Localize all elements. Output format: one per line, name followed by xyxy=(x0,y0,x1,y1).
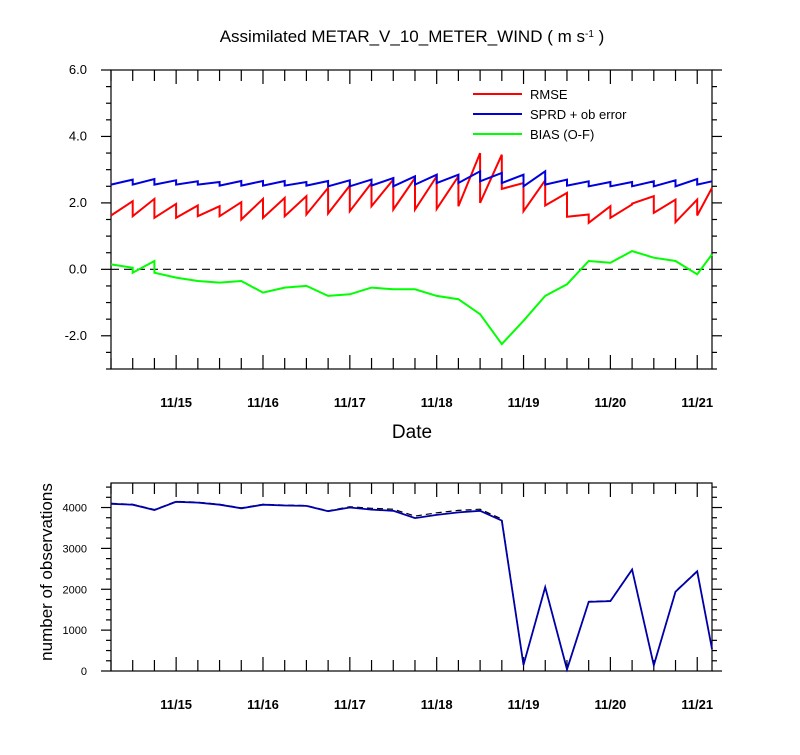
x-tick-label: 11/16 xyxy=(247,395,279,410)
x-tick-label: 11/19 xyxy=(508,697,540,712)
series-line-rmse xyxy=(110,152,713,225)
y-tick-label: 1000 xyxy=(63,625,87,637)
y-tick-label: 4.0 xyxy=(69,128,87,143)
x-tick-label: 11/15 xyxy=(160,395,192,410)
x-tick-label: 11/17 xyxy=(334,395,366,410)
y-tick-label: -2.0 xyxy=(65,328,87,343)
chart-title: Assimilated METAR_V_10_METER_WIND ( m s-… xyxy=(220,27,605,46)
x-tick-label: 11/20 xyxy=(594,395,626,410)
legend: RMSE SPRD + ob error BIAS (O-F) xyxy=(473,87,627,142)
x-axis-label: Date xyxy=(392,422,432,443)
x-tick-label: 11/20 xyxy=(594,697,626,712)
bottom-panel: 11/15 11/16 11/17 11/18 11/19 11/20 11/21 0 1000… xyxy=(37,482,722,712)
x-tick-label: 11/17 xyxy=(334,697,366,712)
y-tick-label: 4000 xyxy=(63,503,87,515)
x-tick-label: 11/21 xyxy=(681,697,713,712)
x-tick-label: 11/16 xyxy=(247,697,279,712)
y-tick-label: 2.0 xyxy=(69,195,87,210)
x-tick-label: 11/21 xyxy=(681,395,713,410)
plot-frame xyxy=(110,482,713,672)
x-tick-label: 11/15 xyxy=(160,697,192,712)
legend-label: RMSE xyxy=(530,87,568,102)
series-line-used xyxy=(110,500,713,673)
x-tick-label: 11/19 xyxy=(508,395,540,410)
series-line-sprd-ob-error xyxy=(110,169,713,189)
x-tick-label: 11/18 xyxy=(421,395,453,410)
y-axis-label: number of observations xyxy=(37,483,56,661)
series-line-bias-o-f- xyxy=(110,250,713,346)
y-tick-label: 2000 xyxy=(63,584,87,596)
x-tick-label: 11/18 xyxy=(421,697,453,712)
y-tick-label: 0 xyxy=(81,666,87,678)
y-tick-label: 3000 xyxy=(63,543,87,555)
legend-label: BIAS (O-F) xyxy=(530,127,594,142)
top-panel: 11/15 11/16 11/17 11/18 11/19 11/20 11/21 6.0 4.… xyxy=(65,27,722,443)
y-tick-label: 0.0 xyxy=(69,261,87,276)
legend-label: SPRD + ob error xyxy=(530,107,627,122)
y-tick-label: 6.0 xyxy=(69,62,87,77)
